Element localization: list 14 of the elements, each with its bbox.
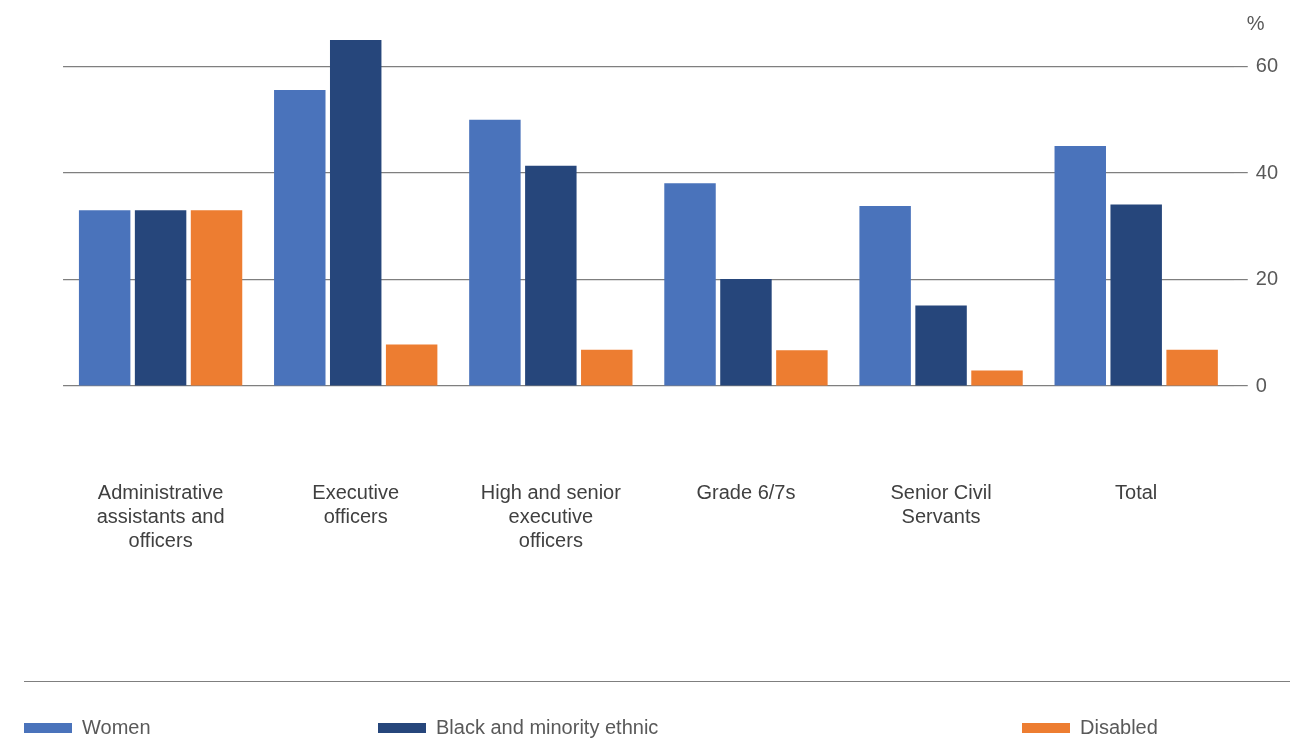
x-tick-label: Grade 6/7s: [696, 480, 796, 503]
y-tick-label: 0: [1255, 373, 1267, 396]
x-tick-label: Executive officers: [312, 480, 400, 527]
legend-label: Women: [82, 716, 151, 739]
x-tick-label: Senior Civil Servants: [890, 480, 992, 527]
y-tick-label: 20: [1255, 267, 1278, 290]
x-tick-label: Administrative assistants and officers: [96, 480, 225, 551]
y-axis-title: %: [1246, 11, 1265, 34]
x-tick-label: High and senior executive officers: [480, 480, 622, 551]
y-tick-label: 40: [1255, 160, 1278, 183]
y-tick-label: 60: [1255, 54, 1278, 77]
legend-label: Black and minority ethnic: [436, 716, 659, 739]
x-tick-label: Total: [1115, 480, 1158, 503]
legend-label: Disabled: [1080, 716, 1158, 739]
